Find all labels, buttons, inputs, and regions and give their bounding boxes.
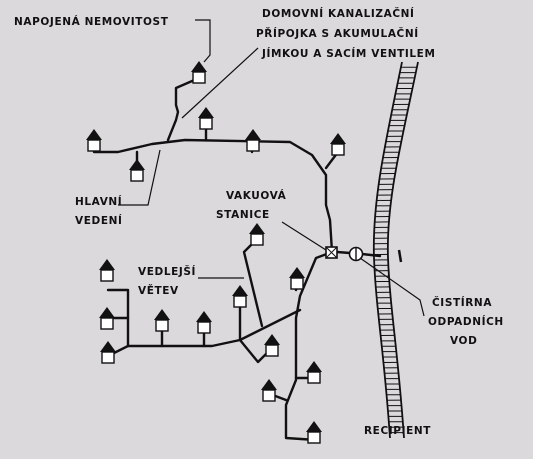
house-icon xyxy=(306,421,322,444)
leader-lines xyxy=(118,19,425,317)
river-icon xyxy=(372,61,419,439)
pipe-network xyxy=(92,76,382,442)
house-icon xyxy=(86,129,102,152)
house-icon xyxy=(198,107,214,130)
house-icon xyxy=(100,341,116,364)
branch-pipe xyxy=(166,76,201,142)
treatment-plant-icon xyxy=(348,246,364,262)
label-vacuum-station-1: VAKUOVÁ xyxy=(226,189,287,202)
label-side-branch-2: VĚTEV xyxy=(138,284,179,297)
side-branch-pipe xyxy=(242,238,264,328)
house-icon xyxy=(191,61,207,84)
leader-connected-property xyxy=(195,19,211,63)
leader-treatment-plant xyxy=(359,257,425,317)
side-branch-pipe xyxy=(284,250,334,442)
main-line-pipe xyxy=(92,138,334,254)
label-house-connection-line3: JÍMKOU A SACÍM VENTILEM xyxy=(261,47,436,60)
house-icon xyxy=(99,259,115,282)
labels: NAPOJENÁ NEMOVITOST DOMOVNÍ KANALIZAČNÍ … xyxy=(14,7,504,437)
outflow-pipe xyxy=(360,252,382,258)
leader-main-line xyxy=(118,149,161,206)
label-treatment-plant-2: ODPADNÍCH xyxy=(428,315,504,328)
house-icon xyxy=(264,334,280,357)
house-icon xyxy=(249,223,265,246)
house-icon xyxy=(289,267,305,290)
leader-house-connection xyxy=(181,47,259,119)
label-house-connection-line1: DOMOVNÍ KANALIZAČNÍ xyxy=(262,7,415,20)
house-icon xyxy=(330,133,346,156)
house-icon xyxy=(196,311,212,334)
label-house-connection-line2: PŘÍPOJKA S AKUMULAČNÍ xyxy=(256,27,419,40)
outflow-pipe xyxy=(335,250,352,255)
label-connected-property: NAPOJENÁ NEMOVITOST xyxy=(14,15,169,28)
house-icon xyxy=(261,379,277,402)
house-icon xyxy=(306,361,322,384)
label-main-line-2: VEDENÍ xyxy=(75,214,122,227)
house-icon xyxy=(154,309,170,332)
house-icon xyxy=(129,159,145,182)
label-treatment-plant-3: VOD xyxy=(450,335,477,347)
label-vacuum-station-2: STANICE xyxy=(216,209,270,221)
label-side-branch-1: VEDLEJŠÍ xyxy=(138,265,196,278)
house-icon xyxy=(232,285,248,308)
label-treatment-plant-1: ČISTÍRNA xyxy=(432,296,492,309)
house-icon xyxy=(99,307,115,330)
vacuum-station-icon xyxy=(325,246,338,259)
house-icon xyxy=(245,129,261,152)
houses xyxy=(86,61,346,444)
label-recipient: RECIPIENT xyxy=(364,425,431,437)
label-main-line-1: HLAVNÍ xyxy=(75,195,122,208)
leader-vacuum-station xyxy=(281,221,327,251)
side-branch-pipe xyxy=(106,288,302,348)
